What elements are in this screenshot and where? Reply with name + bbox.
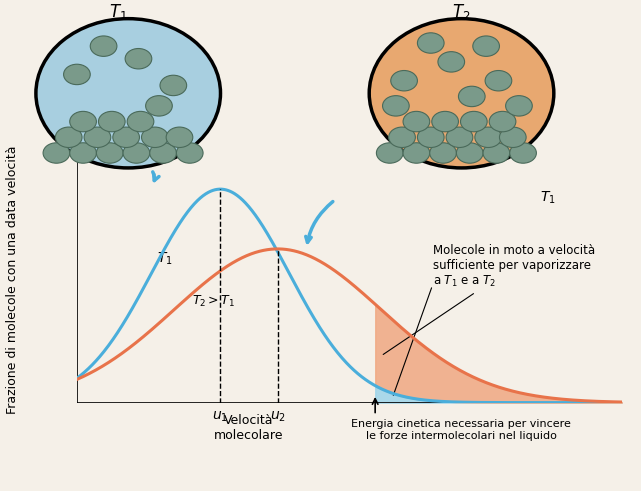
Circle shape xyxy=(43,143,70,163)
Circle shape xyxy=(473,36,499,56)
Circle shape xyxy=(510,143,537,163)
Circle shape xyxy=(483,143,510,163)
Circle shape xyxy=(417,33,444,53)
Circle shape xyxy=(123,143,150,163)
Ellipse shape xyxy=(36,19,221,168)
Text: $T_1$: $T_1$ xyxy=(110,2,128,22)
Circle shape xyxy=(458,86,485,107)
Circle shape xyxy=(460,111,487,132)
Circle shape xyxy=(146,96,172,116)
Text: Frazione di molecole con una data velocità: Frazione di molecole con una data veloci… xyxy=(6,146,19,414)
Circle shape xyxy=(84,127,111,147)
Circle shape xyxy=(113,127,140,147)
Circle shape xyxy=(429,143,456,163)
Circle shape xyxy=(485,71,512,91)
Text: $u_1$: $u_1$ xyxy=(212,409,228,424)
Text: Velocità
molecolare: Velocità molecolare xyxy=(214,414,284,442)
Circle shape xyxy=(489,111,516,132)
Text: $T_2 > T_1$: $T_2 > T_1$ xyxy=(192,294,235,309)
Circle shape xyxy=(166,127,193,147)
Circle shape xyxy=(90,36,117,56)
Circle shape xyxy=(125,49,152,69)
Text: $T_1$: $T_1$ xyxy=(540,190,556,206)
Circle shape xyxy=(55,127,82,147)
Circle shape xyxy=(383,96,409,116)
Text: $T_2$: $T_2$ xyxy=(453,2,470,22)
Circle shape xyxy=(417,127,444,147)
Circle shape xyxy=(160,75,187,96)
Circle shape xyxy=(70,143,96,163)
Text: Energia cinetica necessaria per vincere
le forze intermolecolari nel liquido: Energia cinetica necessaria per vincere … xyxy=(351,419,571,441)
Circle shape xyxy=(99,111,125,132)
Circle shape xyxy=(63,64,90,84)
Circle shape xyxy=(176,143,203,163)
Text: $T_1$: $T_1$ xyxy=(157,250,173,267)
Text: Molecole in moto a velocità
sufficiente per vaporizzare
a $T_1$ e a $T_2$: Molecole in moto a velocità sufficiente … xyxy=(383,244,595,355)
Circle shape xyxy=(391,71,417,91)
Circle shape xyxy=(446,127,473,147)
Circle shape xyxy=(376,143,403,163)
Circle shape xyxy=(432,111,458,132)
Circle shape xyxy=(142,127,168,147)
Circle shape xyxy=(403,143,429,163)
Circle shape xyxy=(403,111,429,132)
Text: $u_2$: $u_2$ xyxy=(270,409,286,424)
Circle shape xyxy=(438,52,465,72)
Circle shape xyxy=(388,127,415,147)
Ellipse shape xyxy=(369,19,554,168)
Circle shape xyxy=(70,111,96,132)
Circle shape xyxy=(150,143,176,163)
Circle shape xyxy=(456,143,483,163)
Circle shape xyxy=(127,111,154,132)
Circle shape xyxy=(96,143,123,163)
Circle shape xyxy=(506,96,532,116)
Circle shape xyxy=(499,127,526,147)
Circle shape xyxy=(475,127,501,147)
